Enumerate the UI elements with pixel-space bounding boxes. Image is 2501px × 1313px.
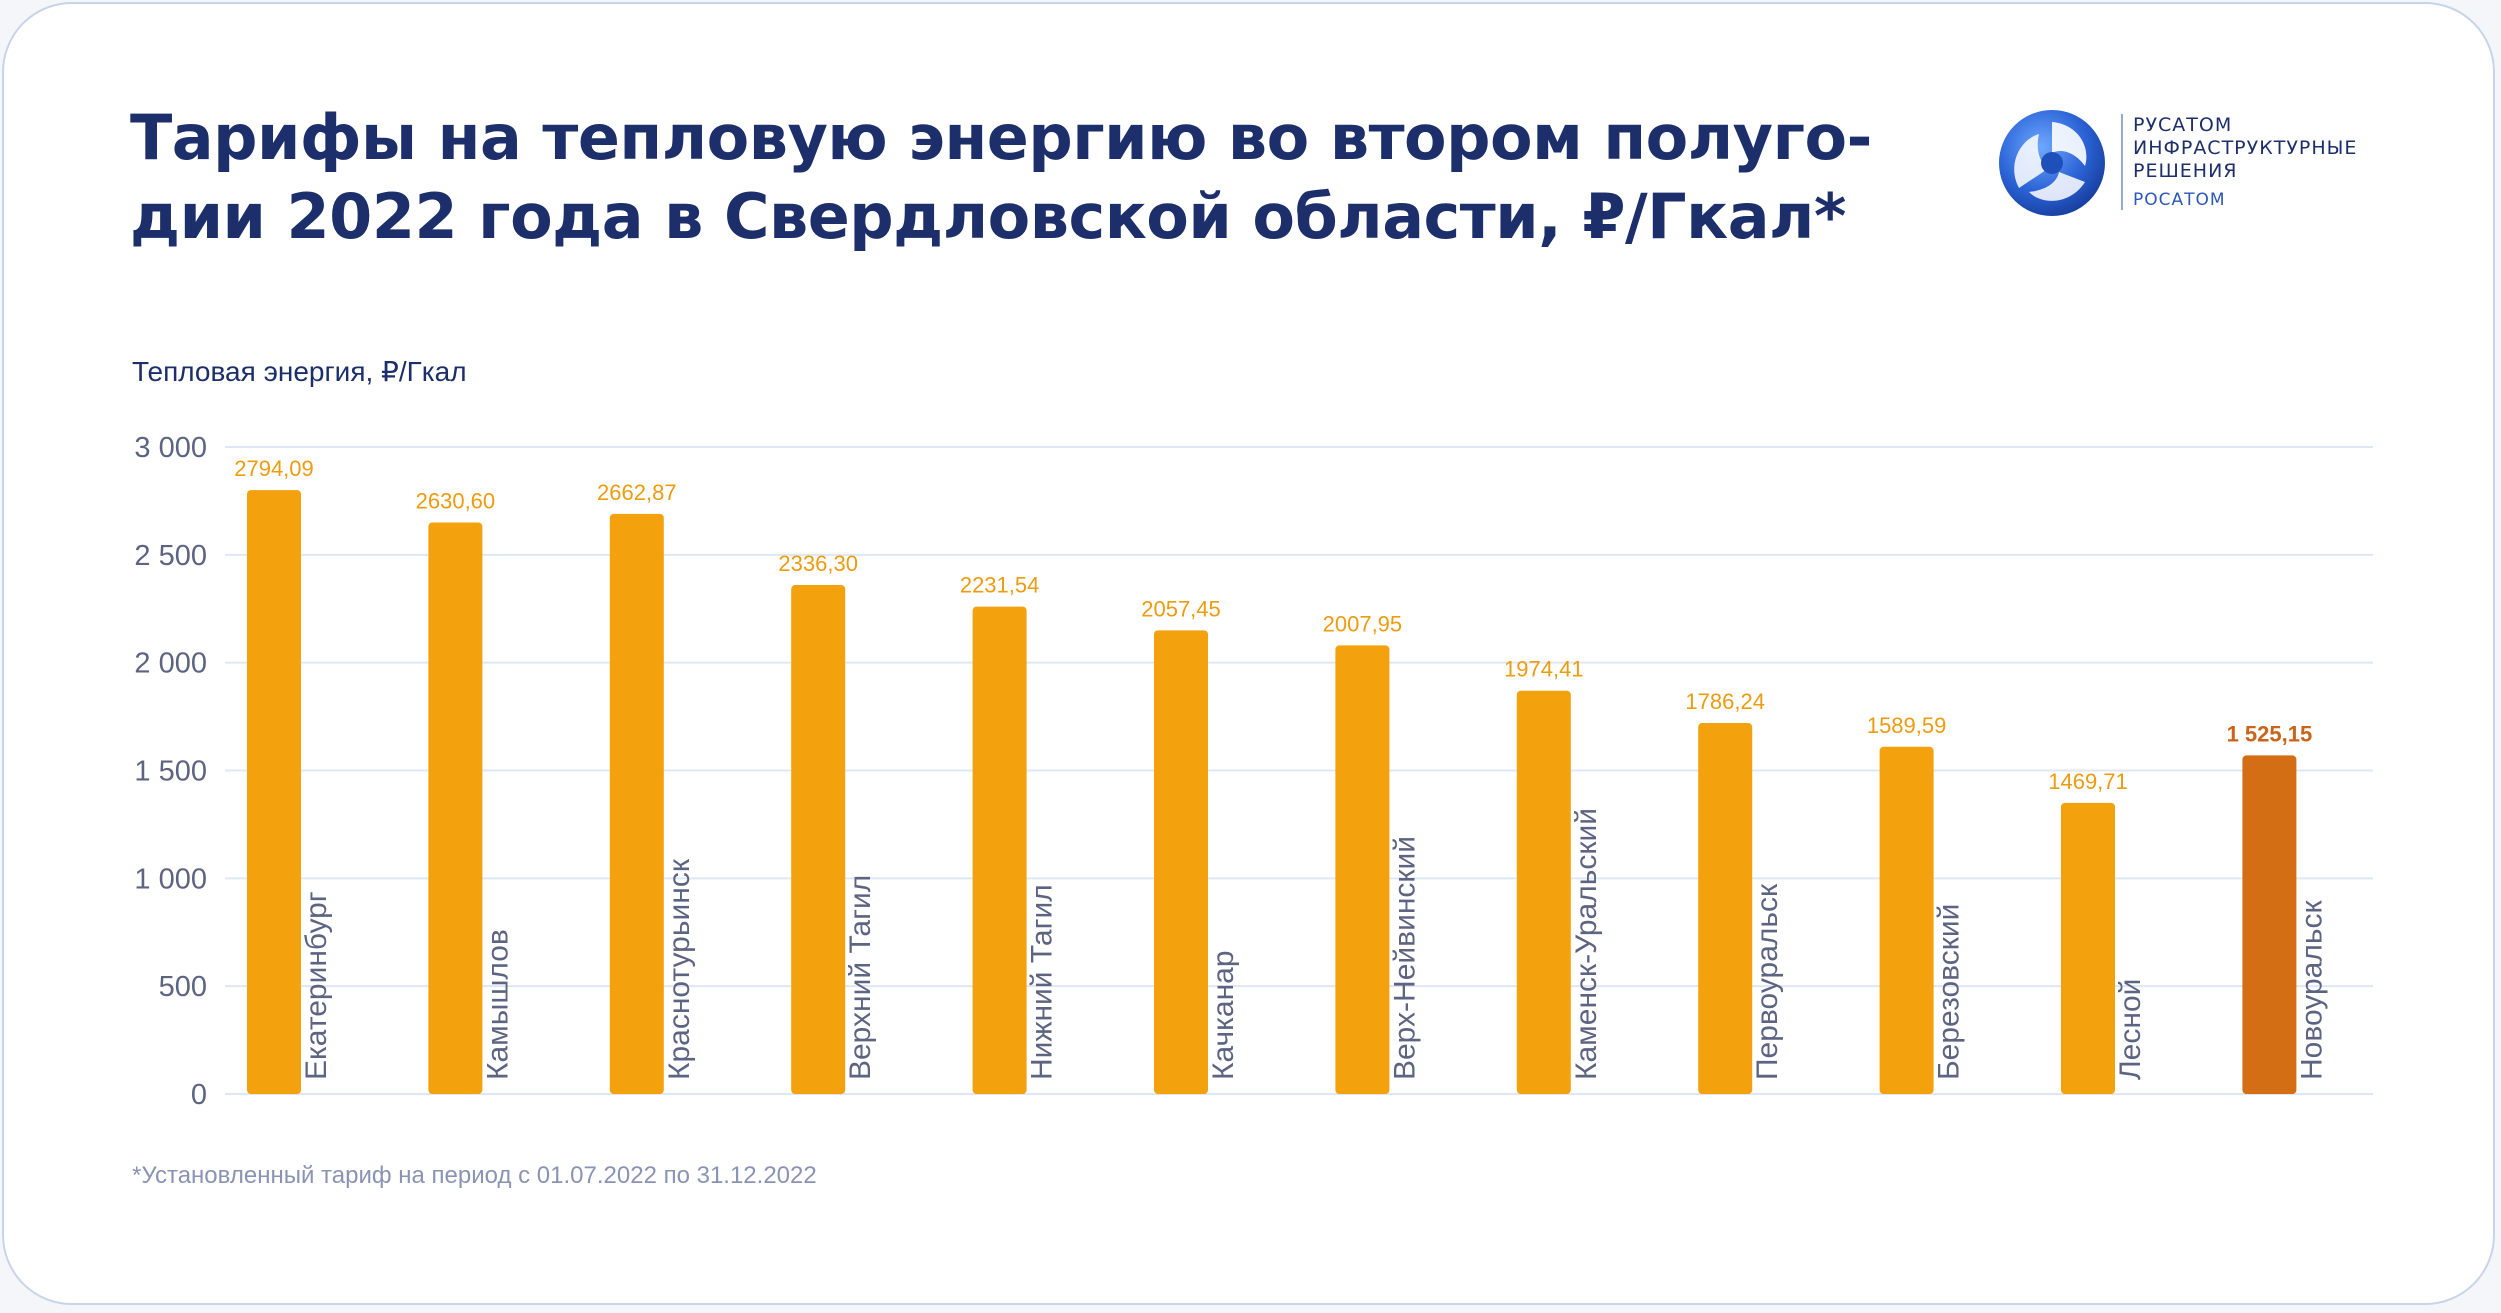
logo-text-line-1: РУСАТОМ (2133, 114, 2233, 136)
category-label: Краснотурьинск (663, 858, 696, 1080)
logo-text-line-3: РЕШЕНИЯ (2133, 160, 2238, 182)
footnote: *Установленный тариф на период с 01.07.2… (132, 1162, 817, 1189)
company-logo: РУСАТОМ ИНФРАСТРУКТУРНЫЕ РЕШЕНИЯ РОСАТОМ (1997, 108, 2437, 218)
bar (1335, 645, 1390, 1094)
logo-text-line-2: ИНФРАСТРУКТУРНЫЕ (2133, 137, 2358, 159)
data-label: 2057,45 (1141, 596, 1221, 621)
category-label: Качканар (1207, 950, 1240, 1080)
data-label: 1786,24 (1685, 689, 1765, 714)
data-label: 1 525,15 (2227, 721, 2313, 746)
data-label: 1589,59 (1867, 713, 1947, 738)
data-label: 2630,60 (416, 488, 496, 513)
bar (972, 606, 1027, 1094)
logo-separator (2121, 114, 2123, 210)
y-tick-label: 0 (191, 1079, 207, 1111)
bar (1516, 690, 1571, 1094)
y-tick-label: 3 000 (134, 432, 207, 464)
category-label: Новоуральск (2295, 900, 2328, 1080)
data-label: 2662,87 (597, 480, 677, 505)
data-label: 2794,09 (234, 456, 314, 481)
data-label: 2336,30 (778, 551, 858, 576)
logo-subtext: РОСАТОМ (2133, 190, 2226, 210)
category-label: Нижний Тагил (1026, 884, 1059, 1080)
chart-title: Тарифы на тепловую энергию во втором пол… (130, 101, 1872, 253)
category-label: Екатеринбург (300, 891, 333, 1080)
bar (1698, 723, 1753, 1094)
y-axis-label: Тепловая энергия, ₽/Гкал (132, 356, 467, 387)
data-label: 2231,54 (960, 573, 1040, 598)
y-tick-label: 1 000 (134, 863, 207, 895)
category-label: Первоуральск (1751, 883, 1784, 1080)
y-tick-label: 2 500 (134, 540, 207, 572)
y-tick-label: 1 500 (134, 756, 207, 788)
category-label: Лесной (2114, 979, 2147, 1080)
data-label: 1974,41 (1504, 657, 1584, 682)
category-label: Березовский (1933, 904, 1966, 1080)
y-tick-label: 2 000 (134, 648, 207, 680)
category-label: Верхний Тагил (844, 875, 877, 1080)
bar (1879, 746, 1934, 1094)
category-label: Камышлов (481, 929, 514, 1080)
bar (2061, 802, 2115, 1094)
category-label: Верх-Нейвинский (1388, 836, 1421, 1080)
bar (1154, 630, 1208, 1094)
y-tick-label: 500 (159, 971, 207, 1003)
data-label: 2007,95 (1323, 611, 1403, 636)
data-label: 1469,71 (2048, 769, 2128, 794)
bar (791, 585, 846, 1094)
bar (247, 490, 301, 1095)
rosatom-logo-icon (1999, 110, 2105, 216)
bar (609, 513, 664, 1094)
category-label: Каменск-Уральский (1570, 808, 1603, 1080)
bar (428, 522, 483, 1094)
bar (2242, 755, 2297, 1094)
